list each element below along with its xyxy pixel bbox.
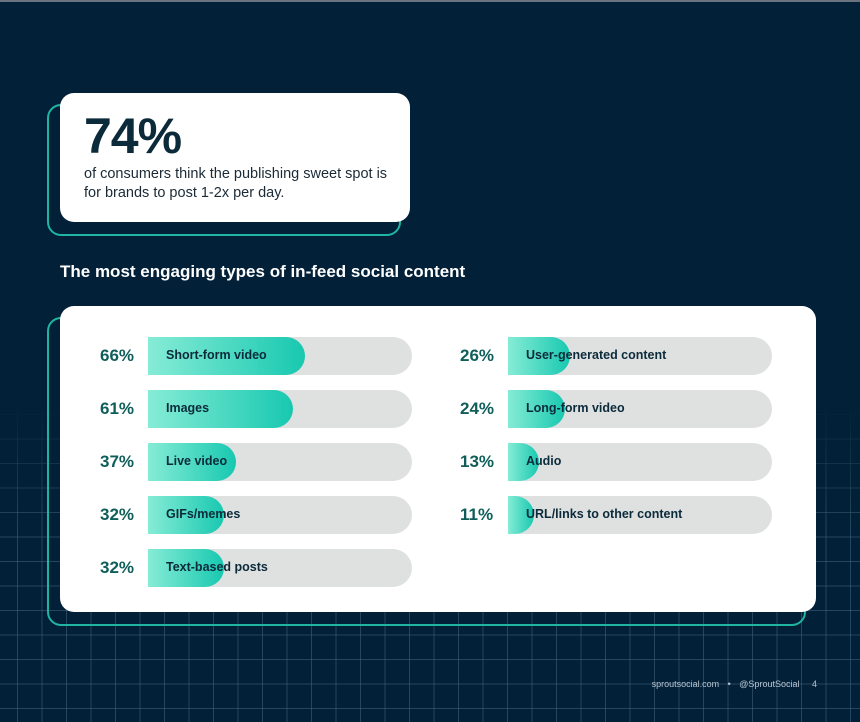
bar-row: 13% Audio (460, 443, 780, 481)
bar-track: Long-form video (508, 390, 772, 428)
stat-description: of consumers think the publishing sweet … (84, 166, 388, 201)
section-heading: The most engaging types of in-feed socia… (60, 262, 466, 281)
bar-value-label: 37% (100, 452, 135, 471)
bar-value-label: 26% (460, 346, 495, 365)
bar-track: Images (148, 390, 412, 428)
footer-site: sproutsocial.com (651, 679, 720, 689)
bar-value-label: 24% (460, 399, 495, 418)
bar (508, 443, 539, 481)
bar-value-label: 11% (460, 505, 494, 524)
bar-value-label: 61% (100, 399, 135, 418)
chart-card: 66% Short-form video 61% Images 37% Live vide… (60, 306, 816, 612)
bar-track: Text-based posts (148, 549, 412, 587)
bar-row: 32% GIFs/memes (100, 496, 420, 534)
bar-category-label: Audio (526, 454, 562, 468)
bar-category-label: GIFs/memes (166, 507, 241, 521)
bar (148, 549, 225, 587)
bar-category-label: Images (166, 401, 210, 415)
bar-row: 24% Long-form video (460, 390, 780, 428)
footer-separator: • (727, 679, 731, 689)
bar-value-label: 32% (100, 505, 135, 524)
bar-category-label: URL/links to other content (526, 507, 683, 521)
footer-handle: @SproutSocial (739, 679, 800, 689)
bar (148, 443, 237, 481)
bar-track: Audio (508, 443, 772, 481)
bar-row: 61% Images (100, 390, 420, 428)
bar-track: Short-form video (148, 337, 412, 375)
bar-row: 37% Live video (100, 443, 420, 481)
bar (148, 337, 306, 375)
bar-category-label: Live video (166, 454, 228, 468)
bar-category-label: Short-form video (166, 348, 267, 362)
bar-row: 32% Text-based posts (100, 549, 420, 587)
bar-category-label: Long-form video (526, 401, 625, 415)
page-number: 4 (811, 679, 817, 689)
bar-track: GIFs/memes (148, 496, 412, 534)
bar-row: 66% Short-form video (100, 337, 420, 375)
stat-card: 74% of consumers think the publishing sw… (60, 93, 410, 222)
bar-value-label: 66% (100, 346, 135, 365)
bar (508, 390, 566, 428)
stat-value: 74% (84, 108, 182, 164)
bar-row: 26% User-generated content (460, 337, 780, 375)
bar-track: Live video (148, 443, 412, 481)
bar-value-label: 13% (460, 452, 495, 471)
bar (508, 337, 570, 375)
bar (148, 390, 294, 428)
bar-track: User-generated content (508, 337, 772, 375)
footer: sproutsocial.com • @SproutSocial 4 (646, 679, 817, 689)
bar-row: 11% URL/links to other content (460, 496, 780, 534)
bar-value-label: 32% (100, 558, 135, 577)
top-border (0, 0, 860, 2)
bar-category-label: User-generated content (526, 348, 667, 362)
bar (148, 496, 225, 534)
bar-category-label: Text-based posts (166, 560, 268, 574)
bar-track: URL/links to other content (508, 496, 772, 534)
